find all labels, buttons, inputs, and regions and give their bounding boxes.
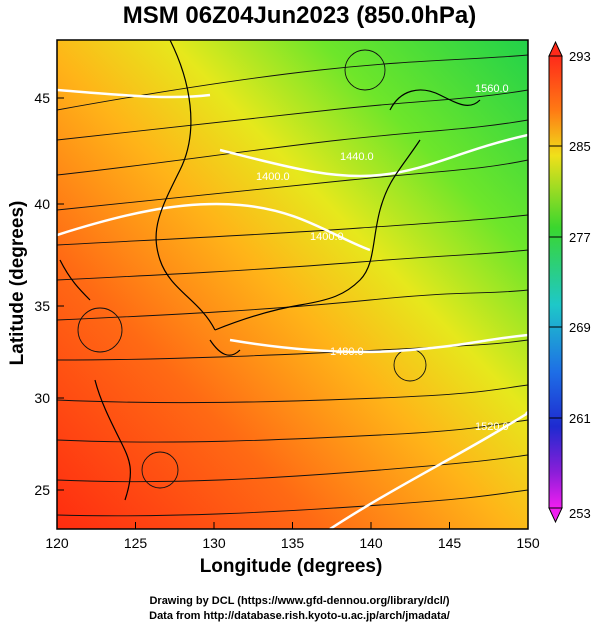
contour-label: 1560.0 <box>475 83 509 95</box>
x-tick-label: 130 <box>202 535 226 551</box>
map-title: MSM 06Z04Jun2023 (850.0hPa) <box>122 2 477 29</box>
colorbar-label: 261 <box>569 411 591 426</box>
x-tick-label: 150 <box>516 535 540 551</box>
height-contours <box>57 88 528 529</box>
colorbar-label: 277 <box>569 230 591 245</box>
footer-source: Data from http://database.rish.kyoto-u.a… <box>149 610 450 622</box>
x-axis-label: Longitude (degrees) <box>199 556 383 577</box>
x-tick-label: 135 <box>281 535 305 551</box>
footer-credit: Drawing by DCL (https://www.gfd-dennou.o… <box>149 595 450 607</box>
colorbar-label: 293 <box>569 49 591 64</box>
contour-label: 1480.0 <box>330 346 364 358</box>
y-axis <box>57 97 64 491</box>
colorbar-label: 285 <box>569 139 591 154</box>
y-axis-label: Latitude (degrees) <box>7 200 28 366</box>
contour-label: 1400.0 <box>310 231 344 243</box>
x-axis <box>56 522 529 529</box>
colorbar-label: 253 <box>569 506 591 521</box>
colorbar <box>548 40 563 524</box>
y-tick-label: 40 <box>34 196 50 212</box>
x-tick-label: 145 <box>438 535 462 551</box>
contour-label: 1440.0 <box>340 151 374 163</box>
colorbar-label: 269 <box>569 320 591 335</box>
x-tick-label: 120 <box>45 535 69 551</box>
y-tick-label: 45 <box>34 90 50 106</box>
contour-label: 1400.0 <box>256 171 290 183</box>
x-tick-label: 125 <box>124 535 148 551</box>
y-tick-label: 30 <box>34 390 50 406</box>
x-tick-label: 140 <box>359 535 383 551</box>
y-tick-label: 25 <box>34 482 50 498</box>
coastlines <box>59 39 481 501</box>
temperature-field <box>57 40 528 529</box>
y-tick-label: 35 <box>34 298 50 314</box>
contour-label: 1520.0 <box>475 421 509 433</box>
